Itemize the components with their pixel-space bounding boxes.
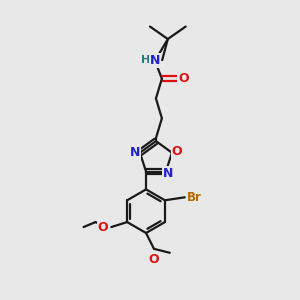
Text: O: O xyxy=(149,253,159,266)
Text: H: H xyxy=(141,55,151,65)
Text: O: O xyxy=(98,220,108,233)
Text: O: O xyxy=(178,72,189,85)
Text: N: N xyxy=(130,146,140,159)
Text: N: N xyxy=(150,54,160,67)
Text: O: O xyxy=(172,145,182,158)
Text: N: N xyxy=(163,167,173,180)
Text: Br: Br xyxy=(187,191,202,204)
